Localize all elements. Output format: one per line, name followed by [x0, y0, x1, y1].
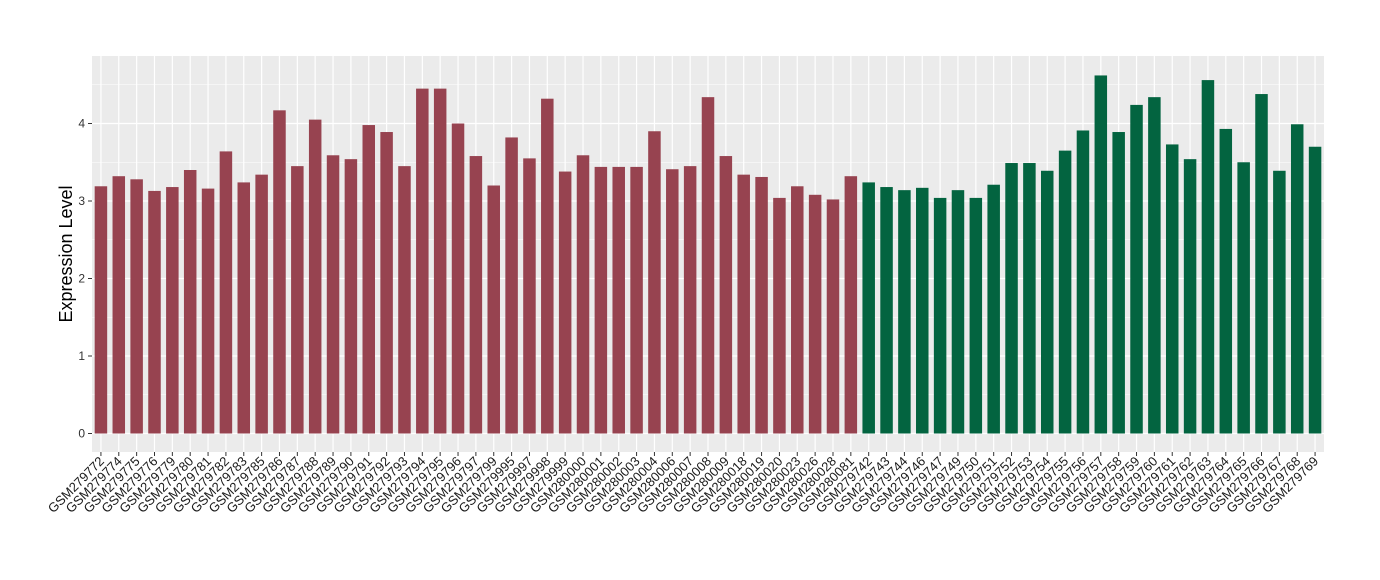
- bar-GSM279769: [1308, 146, 1322, 434]
- x-axis: GSM279772GSM279774GSM279775GSM279776GSM2…: [45, 452, 1321, 516]
- bar-GSM280081: [844, 176, 858, 434]
- y-tick-label: 4: [78, 117, 85, 131]
- bar-GSM279787: [291, 166, 304, 434]
- bar-GSM280008: [701, 97, 715, 434]
- bar-GSM280018: [737, 174, 750, 434]
- bar-GSM279799: [487, 185, 500, 434]
- bar-GSM279753: [1023, 163, 1036, 434]
- bar-GSM279793: [398, 166, 411, 434]
- bar-GSM279789: [326, 155, 340, 434]
- bar-GSM280023: [791, 186, 804, 434]
- bar-GSM279795: [433, 88, 447, 434]
- bar-GSM279774: [112, 176, 126, 434]
- bar-GSM279762: [1183, 159, 1197, 434]
- bar-GSM279759: [1130, 104, 1143, 434]
- bar-GSM280001: [594, 166, 608, 434]
- bar-GSM279786: [273, 110, 286, 434]
- bar-GSM280000: [576, 155, 590, 434]
- bar-GSM279782: [219, 151, 233, 434]
- bar-GSM279757: [1094, 75, 1108, 434]
- bar-GSM279744: [898, 190, 911, 434]
- y-axis-title: Expression Level: [56, 185, 76, 322]
- bar-GSM279995: [505, 137, 518, 434]
- bar-GSM279797: [469, 156, 483, 434]
- bar-GSM279747: [933, 197, 947, 434]
- bar-GSM280019: [755, 176, 768, 434]
- bar-GSM279750: [969, 197, 983, 434]
- bar-GSM279761: [1165, 144, 1179, 434]
- bars: [94, 75, 1322, 434]
- bar-GSM279764: [1219, 128, 1233, 434]
- bar-GSM279772: [94, 186, 108, 434]
- y-tick-label: 2: [78, 272, 85, 286]
- bar-GSM280003: [630, 166, 643, 434]
- bar-GSM279998: [541, 98, 554, 434]
- bar-GSM279781: [201, 188, 215, 434]
- bar-GSM279785: [255, 174, 268, 434]
- bar-GSM280009: [719, 156, 733, 434]
- bar-GSM279754: [1040, 170, 1054, 434]
- bar-GSM279751: [987, 184, 1000, 434]
- bar-GSM279756: [1076, 130, 1090, 434]
- bar-GSM279779: [166, 187, 179, 434]
- bar-GSM280006: [666, 169, 679, 434]
- bar-GSM280026: [808, 194, 822, 434]
- bar-GSM280002: [612, 166, 625, 434]
- bar-GSM279755: [1058, 150, 1072, 434]
- bar-GSM279743: [880, 187, 893, 434]
- bar-GSM279780: [183, 170, 197, 434]
- y-tick-label: 3: [78, 194, 85, 208]
- bar-GSM279768: [1290, 124, 1304, 434]
- bar-GSM279791: [362, 125, 376, 434]
- bar-GSM279742: [862, 182, 875, 434]
- bar-GSM280004: [648, 131, 661, 434]
- bar-GSM280020: [773, 197, 786, 434]
- bar-GSM279783: [237, 182, 251, 434]
- bar-GSM279999: [558, 171, 572, 434]
- bar-GSM279749: [951, 190, 965, 434]
- bar-GSM279758: [1112, 132, 1125, 434]
- bar-GSM280007: [683, 166, 697, 434]
- bar-GSM279775: [130, 179, 143, 434]
- bar-GSM279776: [148, 190, 161, 434]
- bar-GSM279746: [916, 187, 929, 434]
- bar-GSM279794: [416, 88, 429, 434]
- bar-GSM279765: [1237, 162, 1250, 434]
- bar-GSM279767: [1273, 170, 1286, 434]
- y-tick-label: 1: [78, 349, 85, 363]
- y-tick-label: 0: [78, 427, 85, 441]
- bar-GSM279760: [1148, 97, 1161, 434]
- bar-GSM280028: [826, 199, 840, 434]
- bar-GSM279796: [451, 123, 465, 434]
- bar-GSM279766: [1255, 94, 1268, 434]
- bar-GSM279788: [308, 119, 322, 434]
- bar-GSM279997: [523, 158, 536, 434]
- bar-GSM279763: [1201, 80, 1215, 434]
- y-axis: 0 1 2 3 4: [78, 117, 92, 441]
- bar-GSM279790: [344, 159, 358, 434]
- bar-GSM279752: [1005, 163, 1018, 434]
- bar-GSM279792: [380, 132, 393, 434]
